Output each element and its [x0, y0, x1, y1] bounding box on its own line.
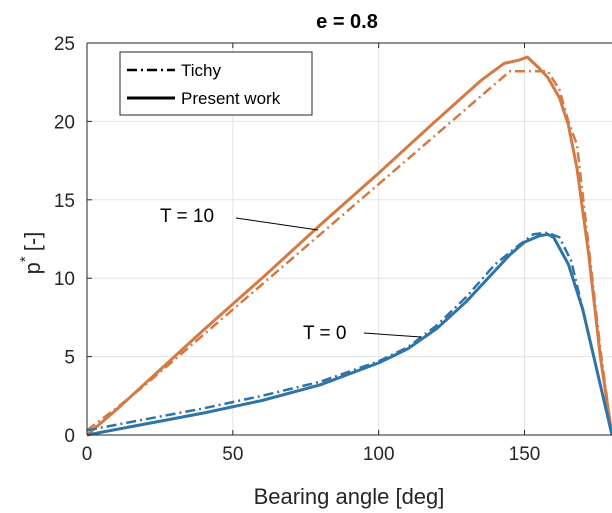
- y-tick-label: 5: [64, 348, 75, 369]
- legend: Tichy Present work: [119, 51, 313, 116]
- y-tick-label: 0: [64, 426, 75, 447]
- series-layer: [86, 55, 612, 437]
- legend-label-tichy: Tichy: [181, 61, 221, 80]
- x-tick-label: 50: [222, 444, 243, 465]
- y-axis-label: p* [-]: [17, 232, 45, 275]
- x-tick-label: 100: [363, 444, 395, 465]
- annotation-leader-t0: [363, 332, 422, 338]
- tick-labels: 0 50 100 150 0 5 10 15 20 25: [54, 34, 540, 465]
- series-t0-tichy: [86, 231, 612, 436]
- series-t10-tichy: [86, 69, 612, 436]
- y-tick-label: 15: [54, 191, 75, 212]
- annotation-t10: T = 10: [160, 206, 214, 227]
- y-tick-label: 20: [54, 112, 75, 133]
- y-axis-label-base: p: [20, 262, 45, 274]
- annotation-leader-t10: [235, 217, 319, 231]
- annotation-t0: T = 0: [303, 323, 346, 344]
- x-tick-label: 150: [509, 444, 541, 465]
- annotations: T = 10 T = 0: [160, 206, 422, 344]
- x-axis-label: Bearing angle [deg]: [254, 484, 445, 509]
- chart-title: e = 0.8: [316, 11, 378, 33]
- series-t10-present-work: [86, 55, 612, 437]
- svg-text:p*[-]: p* [-]: [17, 232, 45, 275]
- y-tick-label: 25: [54, 34, 75, 55]
- y-axis-label-sup: *: [17, 256, 34, 262]
- legend-label-present: Present work: [181, 89, 281, 108]
- y-axis-label-unit: [-]: [20, 232, 45, 252]
- legend-box: [119, 51, 313, 116]
- series-t0-present-work: [86, 232, 612, 437]
- x-tick-label: 0: [82, 444, 93, 465]
- axes: [86, 42, 612, 436]
- y-tick-label: 10: [54, 269, 75, 290]
